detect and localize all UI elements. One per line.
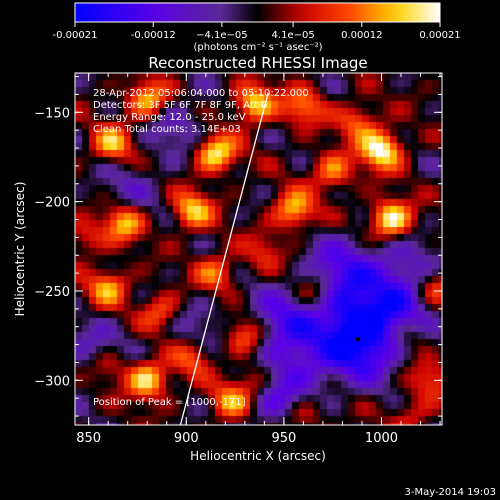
plot-frame (74, 72, 443, 426)
peak-marker-dot (355, 337, 361, 342)
colorbar-tick-label: −4.1e−05 (196, 30, 248, 41)
x-tick-label: 950 (271, 431, 296, 446)
colorbar-tick-label: -0.00012 (131, 30, 176, 41)
y-tick-label: −200 (34, 196, 70, 211)
y-tick-label: −150 (34, 106, 70, 121)
y-tick-label: −300 (34, 374, 70, 389)
colorbar-frame (74, 2, 441, 23)
info-line-energy-range: Energy Range: 12.0 - 25.0 keV (93, 112, 246, 123)
y-tick-label: −250 (34, 285, 70, 300)
x-tick-label: 900 (174, 431, 199, 446)
colorbar-tick-label: 0.00012 (341, 30, 382, 41)
solar-limb-line (179, 92, 269, 425)
colorbar-ticks: -0.00021 -0.00012 −4.1e−05 4.1e−05 0.00012 0.… (53, 22, 461, 41)
x-axis-label: Heliocentric X (arcsec) (190, 449, 326, 463)
info-line-detectors: Detectors: 3F 5F 6F 7F 8F 9F, Att 0 (93, 100, 268, 111)
plot-area: −150 −200 −250 −300 850 900 950 1000 (34, 72, 443, 446)
colorbar-tick-label: 4.1e−05 (272, 30, 315, 41)
x-tick-label: 1000 (365, 431, 398, 446)
colorbar-gradient (75, 3, 440, 22)
y-axis-label: Heliocentric Y (arcsec) (13, 182, 27, 317)
colorbar-unit-label: (photons cm⁻² s⁻¹ asec⁻²) (193, 42, 322, 53)
colorbar-tick-label: -0.00021 (53, 30, 98, 41)
peak-position-label: Position of Peak = [1000,-171] (93, 397, 246, 408)
x-axis-ticks: 850 900 950 1000 (76, 73, 441, 446)
x-tick-label: 850 (76, 431, 101, 446)
info-line-counts: Clean Total counts: 3.14E+03 (93, 124, 241, 135)
colorbar-tick-label: 0.00021 (419, 30, 460, 41)
y-axis-ticks: −150 −200 −250 −300 (34, 76, 442, 417)
chart-title: Reconstructed RHESSI Image (148, 54, 367, 72)
footer-date: 3-May-2014 19:03 (404, 487, 496, 498)
colorbar: -0.00021 -0.00012 −4.1e−05 4.1e−05 0.00012 0.… (53, 2, 461, 53)
info-line-time-range: 28-Apr-2012 05:06:04.000 to 05:10:22.000 (93, 88, 309, 99)
